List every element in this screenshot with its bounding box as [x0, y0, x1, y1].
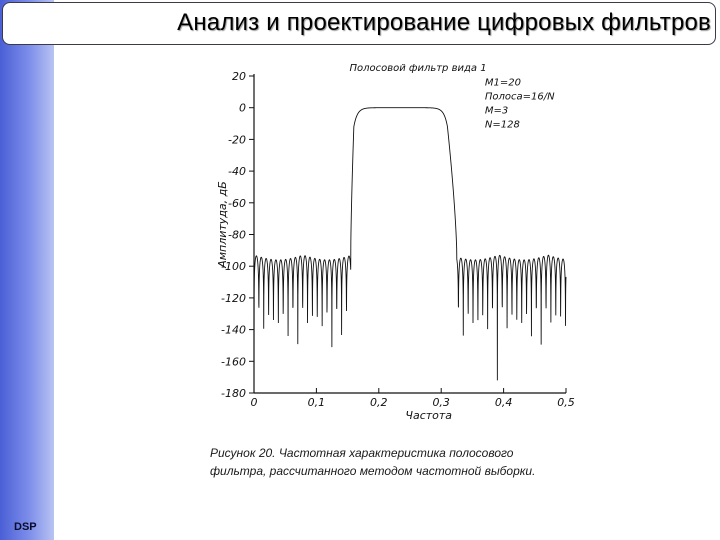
- chart-title: Полосовой фильтр вида 1: [349, 63, 486, 74]
- caption-line-2: фильтра, рассчитанного методом частотной…: [210, 464, 536, 478]
- dsp-label: DSP: [14, 521, 37, 533]
- sidebar-strip: DSP: [0, 0, 54, 540]
- y-tick-label: -180: [221, 387, 246, 400]
- y-tick-label: -140: [221, 324, 246, 337]
- y-tick-label: -160: [221, 355, 246, 368]
- x-tick-label: 0,1: [308, 396, 326, 409]
- y-axis-label: Амплитуда, дБ: [216, 181, 229, 269]
- x-tick-label: 0: [251, 396, 258, 409]
- chart-container: 20 0 -20 -40 -60 -80 -100 -120 -140 -160 -180 0 0,1 0…: [196, 56, 586, 426]
- x-tick-label: 0,3: [432, 396, 450, 409]
- parameter-annotation: Полоса=16/N: [485, 92, 555, 103]
- caption-line-1: Рисунок 20. Частотная характеристика пол…: [210, 446, 514, 460]
- x-tick-label: 0,4: [495, 396, 512, 409]
- y-tick-label: -100: [221, 260, 246, 273]
- parameter-annotation: N=128: [485, 120, 520, 131]
- title-bar: Анализ и проектирование цифровых фильтро…: [2, 2, 716, 45]
- y-tick-label: -80: [228, 229, 246, 242]
- x-axis-label: Частота: [405, 409, 452, 422]
- series-line: [253, 107, 567, 381]
- y-tick-label: -40: [228, 165, 246, 178]
- parameter-annotation: M1=20: [485, 78, 521, 89]
- y-tick-label: 0: [239, 102, 246, 115]
- y-tick-label: -20: [228, 133, 246, 146]
- figure-caption: Рисунок 20. Частотная характеристика пол…: [210, 444, 630, 480]
- x-tick-label: 0,5: [557, 396, 575, 409]
- slide-title: Анализ и проектирование цифровых фильтро…: [177, 9, 711, 36]
- parameter-annotation: M=3: [485, 106, 508, 117]
- y-tick-label: -60: [228, 197, 246, 210]
- y-tick-label: -120: [221, 292, 246, 305]
- x-tick-label: 0,2: [370, 396, 388, 409]
- y-tick-label: 20: [232, 70, 246, 83]
- frequency-response-chart: 20 0 -20 -40 -60 -80 -100 -120 -140 -160 -180 0 0,1 0…: [216, 63, 575, 422]
